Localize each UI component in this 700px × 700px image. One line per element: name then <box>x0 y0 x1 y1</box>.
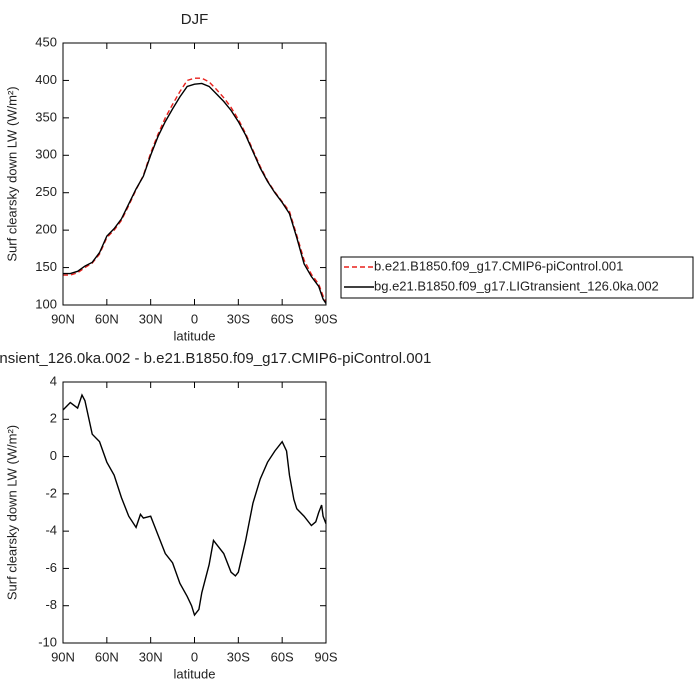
x-tick-label: 0 <box>191 311 198 326</box>
y-axis-label: Surf clearsky down LW (W/m²) <box>4 425 19 600</box>
y-tick-label: 2 <box>50 411 57 426</box>
x-tick-label: 30N <box>139 649 163 664</box>
plot-frame <box>62 381 327 644</box>
y-tick-label: -2 <box>45 485 57 500</box>
x-tick-label: 0 <box>191 649 198 664</box>
y-tick-label: 0 <box>50 448 57 463</box>
x-tick-label: 30S <box>227 649 250 664</box>
legend-box <box>340 256 694 299</box>
y-tick-label: 200 <box>35 222 57 237</box>
y-tick-label: 150 <box>35 259 57 274</box>
x-tick-label: 60S <box>271 649 294 664</box>
y-tick-label: 350 <box>35 109 57 124</box>
y-tick-label: 450 <box>35 34 57 49</box>
y-tick-label: -4 <box>45 523 57 538</box>
y-tick-label: 100 <box>35 296 57 311</box>
data-line <box>62 393 327 617</box>
x-tick-label: 90S <box>314 311 337 326</box>
y-tick-label: 250 <box>35 184 57 199</box>
x-tick-label: 30S <box>227 311 250 326</box>
x-tick-label: 60N <box>95 311 119 326</box>
x-tick-label: 60N <box>95 649 119 664</box>
y-tick-label: 400 <box>35 72 57 87</box>
y-tick-label: -6 <box>45 560 57 575</box>
x-tick-label: 90N <box>51 649 75 664</box>
y-tick-label: -8 <box>45 597 57 612</box>
plot-frame <box>62 42 327 306</box>
x-tick-label: 90N <box>51 311 75 326</box>
x-axis-label: latitude <box>174 328 216 343</box>
x-axis-label: latitude <box>174 666 216 681</box>
data-line <box>63 77 327 303</box>
y-tick-label: 4 <box>50 373 57 388</box>
legend-label: bg.e21.B1850.f09_g17.LIGtransient_126.0k… <box>374 278 659 293</box>
y-tick-label: 300 <box>35 147 57 162</box>
x-tick-label: 90S <box>314 649 337 664</box>
data-line <box>63 82 327 304</box>
y-axis-label: Surf clearsky down LW (W/m²) <box>4 86 19 261</box>
legend-label: b.e21.B1850.f09_g17.CMIP6-piControl.001 <box>374 258 623 273</box>
chart-title: LIGtransient_126.0ka.002 - b.e21.B1850.f… <box>0 350 431 367</box>
chart-title: DJF <box>181 11 209 28</box>
y-tick-label: -10 <box>38 634 57 649</box>
x-tick-label: 60S <box>271 311 294 326</box>
x-tick-label: 30N <box>139 311 163 326</box>
